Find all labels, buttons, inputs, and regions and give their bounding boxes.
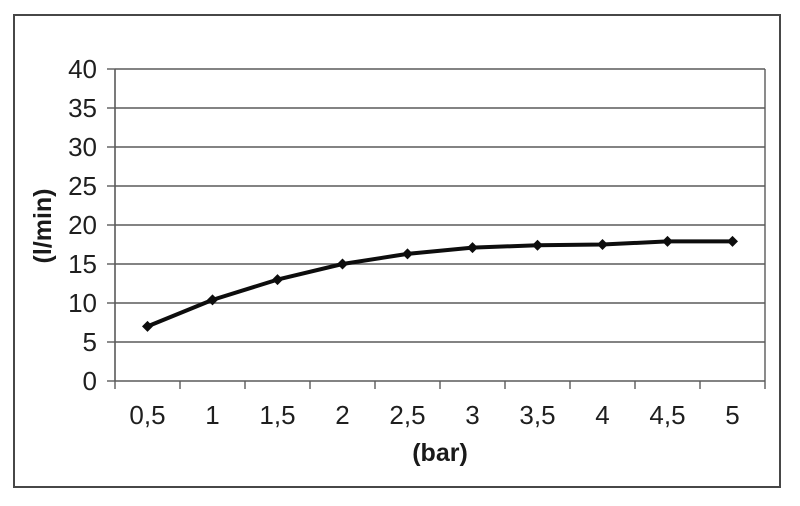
y-tick-label: 15: [68, 249, 97, 279]
series-marker: [272, 274, 283, 286]
series-marker: [597, 239, 608, 250]
y-tick-label: 40: [68, 54, 97, 84]
x-tick-label: 5: [725, 400, 740, 430]
x-tick-label: 2: [335, 400, 350, 430]
chart-border-frame: [13, 14, 781, 488]
y-tick-label: 20: [68, 210, 97, 240]
x-tick-label: 2,5: [389, 400, 426, 430]
series-marker: [337, 258, 348, 270]
x-tick-label: 1: [205, 400, 220, 430]
y-tick-label: 10: [68, 288, 97, 318]
x-tick-label: 3: [465, 400, 480, 430]
x-tick-label: 0,5: [129, 400, 166, 430]
y-tick-label: 30: [68, 132, 97, 162]
x-tick-label: 4,5: [649, 400, 686, 430]
series-marker: [142, 320, 153, 332]
x-tick-label: 3,5: [519, 400, 556, 430]
y-tick-label: 0: [82, 366, 97, 396]
x-tick-label: 4: [595, 400, 610, 430]
x-axis-title: (bar): [412, 439, 468, 467]
series-marker: [467, 242, 478, 254]
x-tick-label: 1,5: [259, 400, 296, 430]
series-marker: [662, 235, 673, 247]
series-marker: [402, 248, 413, 260]
series-marker: [207, 294, 218, 306]
series-marker: [532, 239, 543, 251]
series-marker: [727, 235, 738, 247]
y-tick-label: 25: [68, 171, 97, 201]
y-tick-label: 35: [68, 93, 97, 123]
series-line: [145, 239, 735, 329]
y-tick-label: 5: [82, 327, 97, 357]
